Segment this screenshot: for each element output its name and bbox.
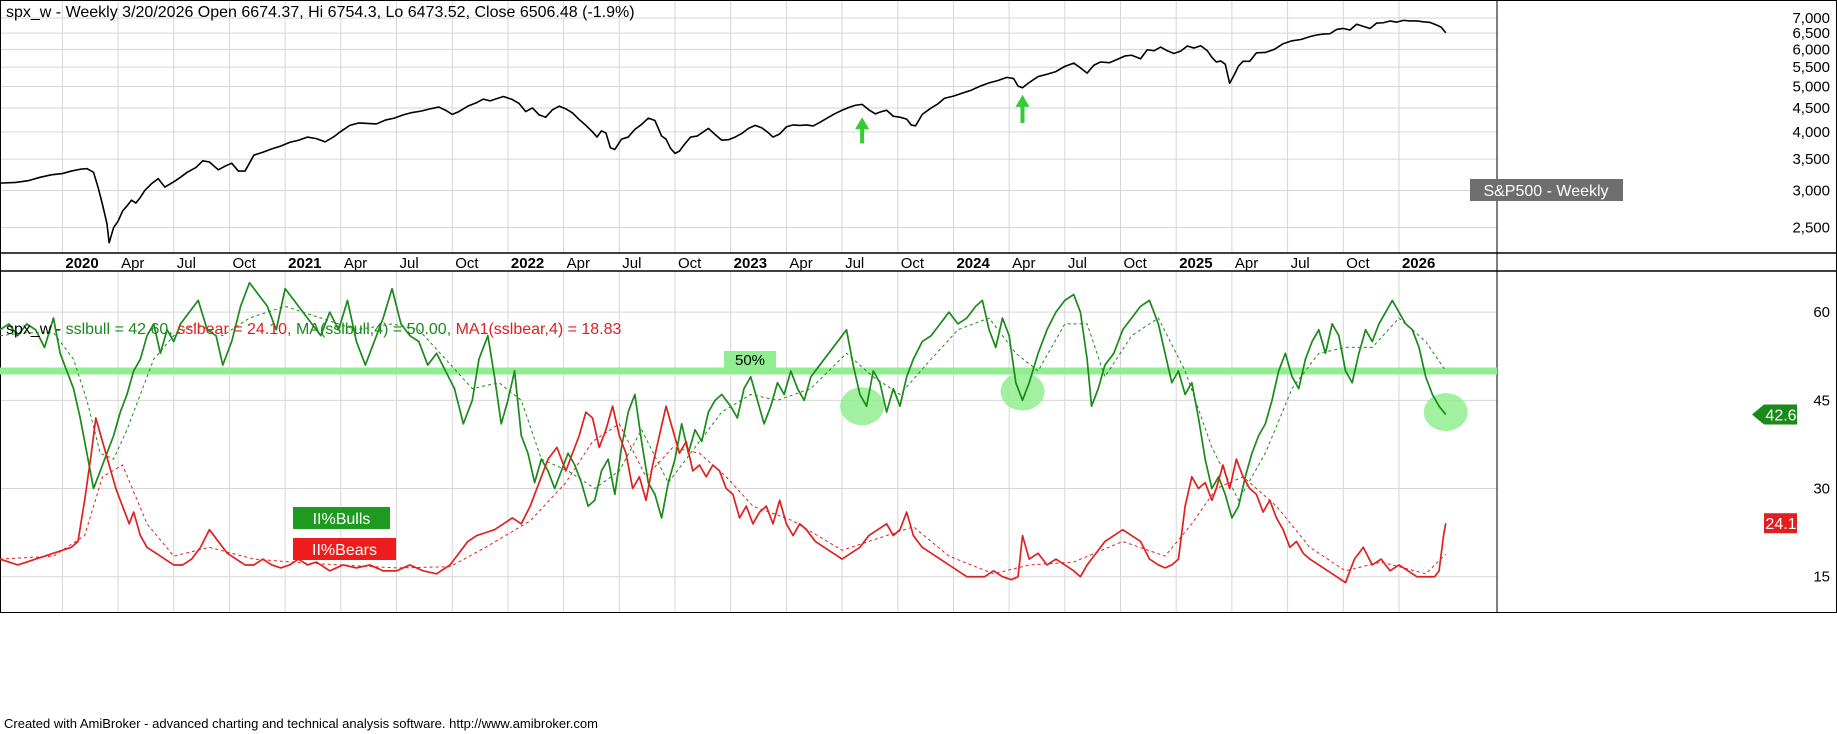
bear-ma-line (0, 423, 1447, 575)
buy-arrow-head (855, 117, 870, 130)
month-tick-label: Jul (177, 255, 196, 272)
sentiment-pane-title: spx_w - sslbull = 42.60, sslbear = 24.10… (6, 321, 622, 338)
month-tick-label: Oct (678, 255, 702, 272)
year-tick-label: 2021 (288, 255, 321, 272)
bulls-line (0, 281, 1447, 519)
sentiment-tick-label: 30 (1813, 481, 1830, 498)
bulls-legend-box (293, 507, 390, 529)
year-tick-label: 2020 (65, 255, 98, 272)
price-tick-label: 3,500 (1792, 151, 1830, 168)
price-tick-label: 4,500 (1792, 100, 1830, 117)
sentiment-title-part: sslbull = 42.60, (66, 321, 178, 338)
buy-arrow-head (1015, 94, 1030, 107)
spx-price-line (0, 19, 1447, 244)
sentiment-title-part: MA(sslbull,4) = 50.00, (296, 321, 456, 338)
bull-value-tag (1752, 404, 1797, 425)
month-tick-label: Oct (1346, 255, 1370, 272)
month-tick-label: Apr (121, 255, 144, 272)
sentiment-tick-label: 45 (1813, 392, 1830, 409)
bull-value-tag-text: 42.6 (1765, 407, 1796, 424)
chart-border (0, 0, 1837, 613)
month-tick-label: Oct (1124, 255, 1148, 272)
fifty-percent-label: 50% (735, 352, 765, 369)
highlight-circle (840, 387, 885, 426)
year-tick-label: 2022 (511, 255, 544, 272)
month-tick-label: Apr (1235, 255, 1258, 272)
year-tick-label: 2025 (1179, 255, 1212, 272)
price-tick-label: 4,000 (1792, 124, 1830, 141)
spx-label-text: S&P500 - Weekly (1483, 183, 1608, 200)
month-tick-label: Jul (622, 255, 641, 272)
month-tick-label: Jul (1291, 255, 1310, 272)
month-tick-label: Apr (789, 255, 812, 272)
bears-legend-box (293, 538, 396, 560)
sentiment-tick-label: 15 (1813, 569, 1830, 586)
price-tick-label: 6,000 (1792, 41, 1830, 58)
bears-legend-text: II%Bears (312, 542, 377, 559)
month-tick-label: Jul (845, 255, 864, 272)
month-tick-label: Jul (1068, 255, 1087, 272)
price-pane-title: spx_w - Weekly 3/20/2026 Open 6674.37, H… (6, 4, 635, 21)
sentiment-tick-label: 60 (1813, 304, 1830, 321)
year-tick-label: 2024 (956, 255, 990, 272)
month-tick-label: Oct (901, 255, 925, 272)
month-tick-label: Oct (455, 255, 479, 272)
credit-line: Created with AmiBroker - advanced charti… (4, 716, 598, 731)
spx-label-box (1470, 179, 1623, 201)
month-tick-label: Apr (1012, 255, 1035, 272)
price-tick-label: 6,500 (1792, 25, 1830, 42)
month-tick-label: Apr (344, 255, 367, 272)
bear-value-tag-text: 24.1 (1765, 516, 1796, 533)
highlight-circle (1000, 372, 1045, 411)
month-tick-label: Jul (400, 255, 419, 272)
highlight-circle (1423, 393, 1468, 432)
sentiment-title-part: MA1(sslbear,4) = 18.83 (456, 321, 622, 338)
sentiment-title-part: sslbear = 24.10, (177, 321, 296, 338)
price-tick-label: 5,500 (1792, 59, 1830, 76)
bulls-legend-text: II%Bulls (313, 511, 371, 528)
year-tick-label: 2026 (1402, 255, 1435, 272)
bear-value-tag (1764, 513, 1797, 534)
price-tick-label: 5,000 (1792, 79, 1830, 96)
sentiment-title-prefix: spx_w - (6, 321, 66, 338)
month-tick-label: Apr (567, 255, 590, 272)
price-tick-label: 3,000 (1792, 182, 1830, 199)
year-tick-label: 2023 (734, 255, 767, 272)
fifty-percent-box (724, 350, 776, 370)
price-tick-label: 7,000 (1792, 10, 1830, 27)
price-tick-label: 2,500 (1792, 220, 1830, 237)
bears-line (0, 405, 1447, 584)
month-tick-label: Oct (232, 255, 256, 272)
